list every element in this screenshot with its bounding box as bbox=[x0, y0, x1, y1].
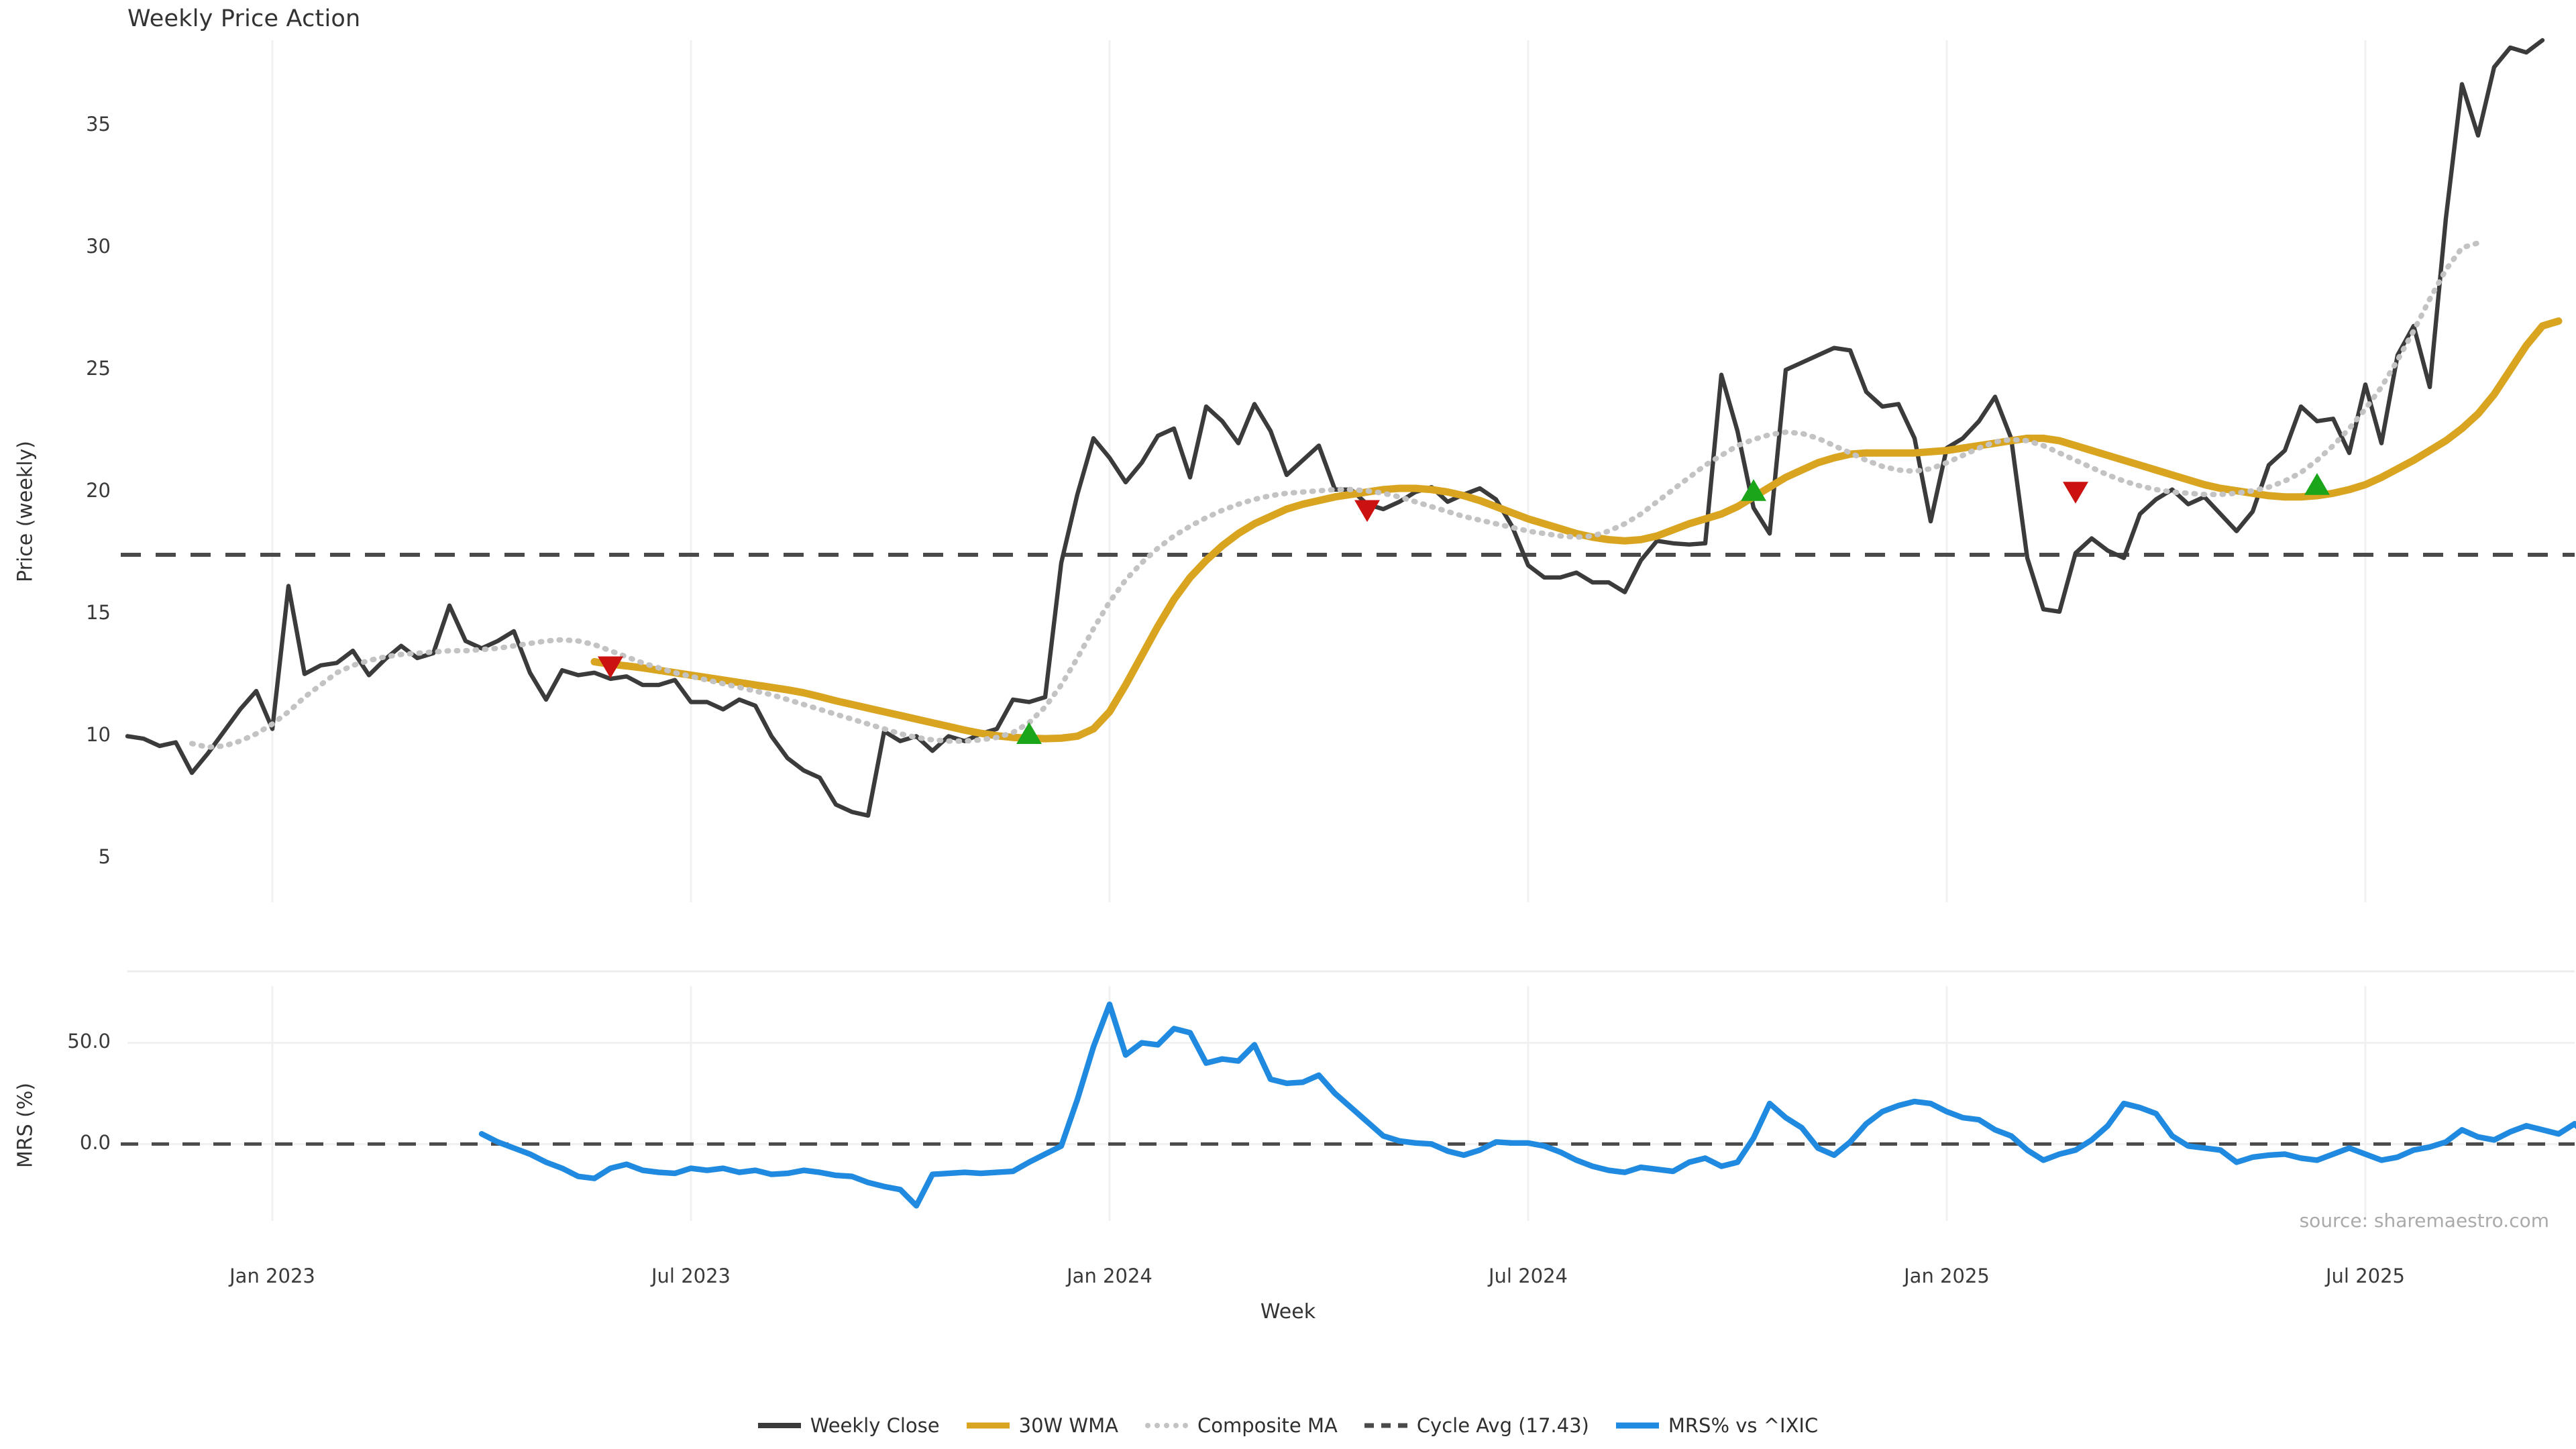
legend-swatch-icon bbox=[1364, 1417, 1407, 1434]
x-tick-4: Jan 2025 bbox=[1904, 1265, 1990, 1287]
price-tick-35: 35 bbox=[86, 113, 111, 136]
legend-label: Composite MA bbox=[1197, 1414, 1338, 1437]
series-lines bbox=[125, 38, 2576, 1209]
chart-legend: Weekly Close 30W WMA Composite MA Cycle Avg… bbox=[0, 1414, 2576, 1437]
price-tick-20: 20 bbox=[86, 479, 111, 502]
price-tick-30: 30 bbox=[86, 235, 111, 258]
legend-item-3[interactable]: Cycle Avg (17.43) bbox=[1364, 1414, 1589, 1437]
legend-label: 30W WMA bbox=[1018, 1414, 1118, 1437]
price-tick-5: 5 bbox=[98, 845, 111, 869]
x-axis-label: Week bbox=[1260, 1300, 1316, 1324]
legend-item-2[interactable]: Composite MA bbox=[1144, 1414, 1338, 1437]
x-tick-1: Jul 2023 bbox=[651, 1265, 731, 1287]
legend-item-4[interactable]: MRS% vs ^IXIC bbox=[1615, 1414, 1819, 1437]
price-tick-10: 10 bbox=[86, 723, 111, 747]
page-title: Weekly Price Action bbox=[127, 5, 361, 32]
legend-swatch-icon bbox=[757, 1417, 801, 1434]
x-tick-0: Jan 2023 bbox=[229, 1265, 315, 1287]
legend-label: MRS% vs ^IXIC bbox=[1668, 1414, 1819, 1437]
mrs-tick-0: 0.0 bbox=[79, 1131, 111, 1155]
legend-item-0[interactable]: Weekly Close bbox=[757, 1414, 940, 1437]
price-tick-25: 25 bbox=[86, 357, 111, 380]
legend-item-1[interactable]: 30W WMA bbox=[966, 1414, 1118, 1437]
legend-swatch-icon bbox=[966, 1417, 1010, 1434]
x-tick-3: Jul 2024 bbox=[1488, 1265, 1568, 1287]
legend-swatch-icon bbox=[1144, 1417, 1188, 1434]
legend-swatch-icon bbox=[1615, 1417, 1659, 1434]
legend-label: Cycle Avg (17.43) bbox=[1416, 1414, 1589, 1437]
signal-markers bbox=[598, 473, 2330, 745]
mrs-tick-50: 50.0 bbox=[67, 1030, 111, 1053]
x-tick-2: Jan 2024 bbox=[1067, 1265, 1152, 1287]
legend-label: Weekly Close bbox=[810, 1414, 940, 1437]
source-attribution: source: sharemaestro.com bbox=[2299, 1210, 2549, 1232]
x-tick-5: Jul 2025 bbox=[2325, 1265, 2405, 1287]
grid-lines bbox=[121, 40, 2575, 1221]
price-tick-15: 15 bbox=[86, 601, 111, 625]
